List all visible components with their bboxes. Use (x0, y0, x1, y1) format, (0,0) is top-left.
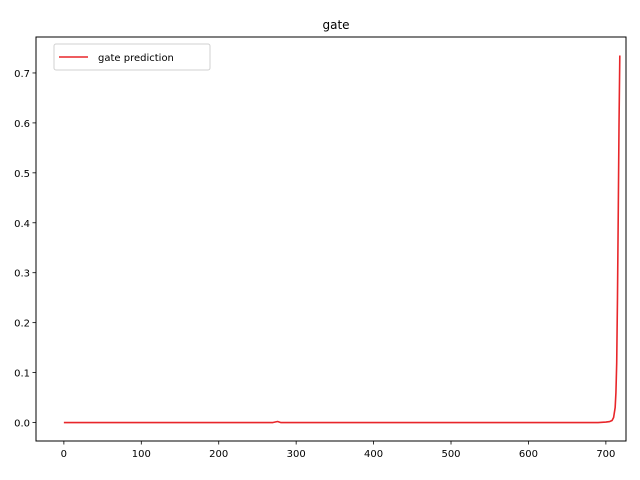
chart-title: gate (322, 18, 349, 32)
x-axis: 0 100 200 300 400 500 600 700 (61, 441, 615, 460)
x-tick-label: 100 (132, 449, 151, 460)
legend-label-gate-prediction: gate prediction (98, 53, 174, 64)
y-tick-label: 0.5 (14, 169, 30, 180)
x-tick-label: 200 (209, 449, 228, 460)
y-tick-label: 0.4 (14, 219, 30, 230)
x-tick-label: 400 (364, 449, 383, 460)
series-line-gate-prediction (63, 55, 621, 424)
plot-frame (35, 36, 627, 442)
y-axis: 0.0 0.1 0.2 0.3 0.4 0.5 0.6 0.7 (14, 69, 36, 430)
y-tick-label: 0.3 (14, 269, 30, 280)
x-tick-label: 700 (596, 449, 615, 460)
y-tick-label: 0.2 (14, 319, 30, 330)
x-tick-label: 0 (61, 449, 67, 460)
y-tick-label: 0.6 (14, 119, 30, 130)
legend: gate prediction (53, 43, 211, 71)
y-tick-label: 0.0 (14, 419, 30, 430)
x-tick-label: 600 (519, 449, 538, 460)
x-tick-label: 500 (441, 449, 460, 460)
legend-box (53, 43, 211, 71)
y-tick-label: 0.1 (14, 369, 30, 380)
y-tick-label: 0.7 (14, 69, 30, 80)
x-tick-label: 300 (287, 449, 306, 460)
series-layer (63, 55, 621, 424)
